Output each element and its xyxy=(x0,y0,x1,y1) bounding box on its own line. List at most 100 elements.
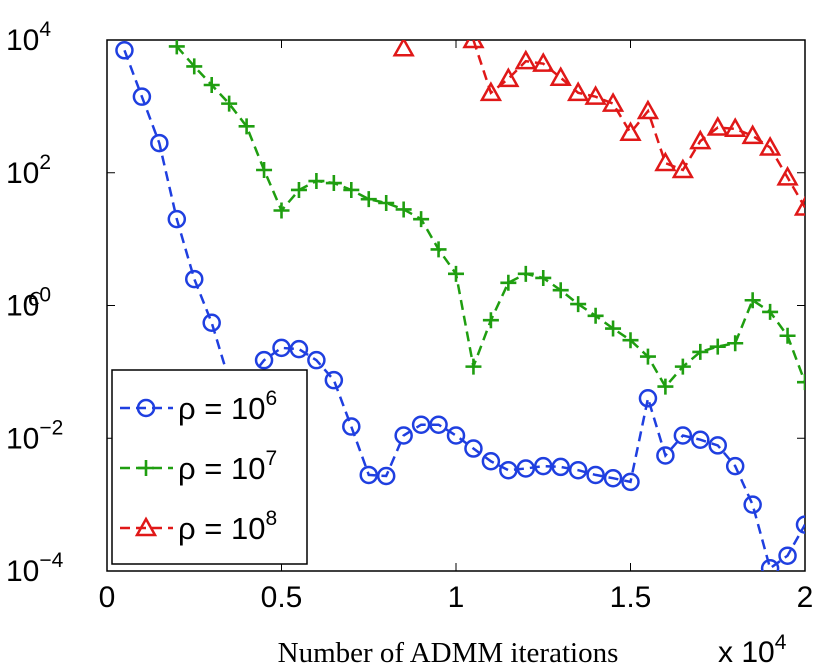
data-point xyxy=(465,358,482,375)
y-tick-base: 10 xyxy=(6,290,39,323)
data-point xyxy=(308,173,325,190)
x-multiplier-exp: 4 xyxy=(775,631,787,654)
data-point xyxy=(586,465,605,485)
data-point xyxy=(654,151,677,172)
data-point xyxy=(744,292,761,309)
data-point xyxy=(238,118,255,135)
data-point xyxy=(499,460,518,480)
data-point xyxy=(638,389,658,408)
data-point xyxy=(203,76,220,93)
legend-label-text: ρ = 10 xyxy=(178,511,265,546)
series-plus xyxy=(168,40,805,395)
data-point xyxy=(779,327,796,344)
data-point xyxy=(289,339,309,359)
data-point xyxy=(671,158,694,179)
data-point xyxy=(532,52,555,72)
y-tick-exp: −2 xyxy=(39,416,63,439)
data-point xyxy=(758,135,782,156)
data-point xyxy=(185,269,204,289)
y-axis-label: ϵ xyxy=(28,280,41,312)
data-point xyxy=(622,332,639,349)
data-point xyxy=(603,468,623,488)
legend-label: ρ = 107 xyxy=(178,447,277,486)
data-point xyxy=(272,338,291,358)
data-point xyxy=(482,312,499,329)
x-tick-label: 2 xyxy=(797,581,814,614)
legend-marker xyxy=(138,460,154,476)
legend-label-exp: 8 xyxy=(265,507,277,530)
data-point xyxy=(674,358,691,375)
series-triangle xyxy=(392,40,805,216)
x-tick-label: 0 xyxy=(99,581,116,614)
data-point xyxy=(691,430,710,449)
data-point xyxy=(621,472,640,492)
legend-marker xyxy=(134,516,158,537)
data-point xyxy=(307,350,326,370)
data-point xyxy=(795,515,805,534)
data-point xyxy=(325,175,342,192)
data-point xyxy=(692,343,709,360)
x-multiplier-label: x 104 xyxy=(718,631,787,668)
data-point xyxy=(115,41,134,60)
data-point xyxy=(584,85,607,105)
data-point xyxy=(673,426,693,445)
data-point xyxy=(413,211,430,228)
data-point xyxy=(411,415,431,434)
data-point xyxy=(481,452,501,471)
data-point xyxy=(725,456,745,476)
data-point xyxy=(376,466,396,486)
data-point xyxy=(500,274,517,291)
data-point xyxy=(132,87,152,106)
y-tick-exp: 0 xyxy=(39,284,51,307)
x-tick-label: 0.5 xyxy=(261,581,303,614)
data-point xyxy=(567,81,590,102)
legend-entry: ρ = 106 xyxy=(120,387,277,426)
data-point xyxy=(762,303,779,320)
data-point xyxy=(395,201,412,218)
data-point xyxy=(619,121,642,142)
data-point xyxy=(359,465,378,485)
data-point xyxy=(168,40,185,55)
y-tick-exp: 2 xyxy=(39,151,51,174)
y-tick-label: 104 xyxy=(6,18,51,57)
y-tick-label: 10−2 xyxy=(6,416,63,455)
data-point xyxy=(727,335,744,352)
data-point xyxy=(778,546,797,565)
data-point xyxy=(186,58,203,75)
data-point xyxy=(221,95,238,112)
data-point xyxy=(587,307,604,324)
data-point xyxy=(324,370,344,390)
x-tick-label: 1.5 xyxy=(610,581,652,614)
data-point xyxy=(535,269,552,286)
y-tick-exp: −4 xyxy=(39,549,63,572)
series-line xyxy=(472,40,805,209)
y-tick-base: 10 xyxy=(6,24,39,57)
data-point xyxy=(150,133,169,153)
data-point xyxy=(793,195,805,216)
data-point xyxy=(601,92,625,112)
data-point xyxy=(254,350,274,370)
data-point xyxy=(570,296,587,313)
x-multiplier-base: x 10 xyxy=(718,636,775,668)
data-point xyxy=(549,66,572,86)
y-tick-label: 102 xyxy=(6,151,51,190)
data-point xyxy=(273,202,290,219)
data-point xyxy=(743,495,762,514)
data-point xyxy=(394,426,413,445)
y-tick-base: 10 xyxy=(6,422,39,455)
data-point xyxy=(708,436,727,455)
x-axis-label: Number of ADMM iterations xyxy=(278,637,619,668)
legend-label: ρ = 108 xyxy=(178,507,277,546)
y-tick-label: 10−4 xyxy=(6,549,64,588)
data-point xyxy=(430,241,447,258)
data-point xyxy=(636,99,660,120)
data-point xyxy=(497,67,520,88)
data-point xyxy=(464,439,483,458)
legend-label-exp: 7 xyxy=(265,447,277,470)
data-point xyxy=(479,81,503,102)
data-point xyxy=(639,348,656,365)
y-tick-label: 100 xyxy=(6,284,51,323)
data-point xyxy=(516,459,536,478)
